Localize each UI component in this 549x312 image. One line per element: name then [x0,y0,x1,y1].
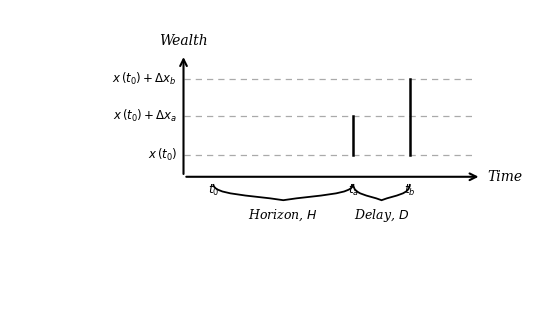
Text: $t_0$: $t_0$ [208,183,219,198]
Text: $x\,(t_0) + \Delta x_b$: $x\,(t_0) + \Delta x_b$ [113,71,177,87]
Text: Wealth: Wealth [159,34,208,48]
Text: $t_b$: $t_b$ [404,183,416,198]
Text: Delay, $D$: Delay, $D$ [354,207,409,224]
Text: Time: Time [488,170,523,184]
Text: $x\,(t_0) + \Delta x_a$: $x\,(t_0) + \Delta x_a$ [113,107,177,124]
Text: $t_a$: $t_a$ [348,183,359,198]
Text: $x\,(t_0)$: $x\,(t_0)$ [148,147,177,163]
Text: Horizon, $H$: Horizon, $H$ [248,207,318,223]
